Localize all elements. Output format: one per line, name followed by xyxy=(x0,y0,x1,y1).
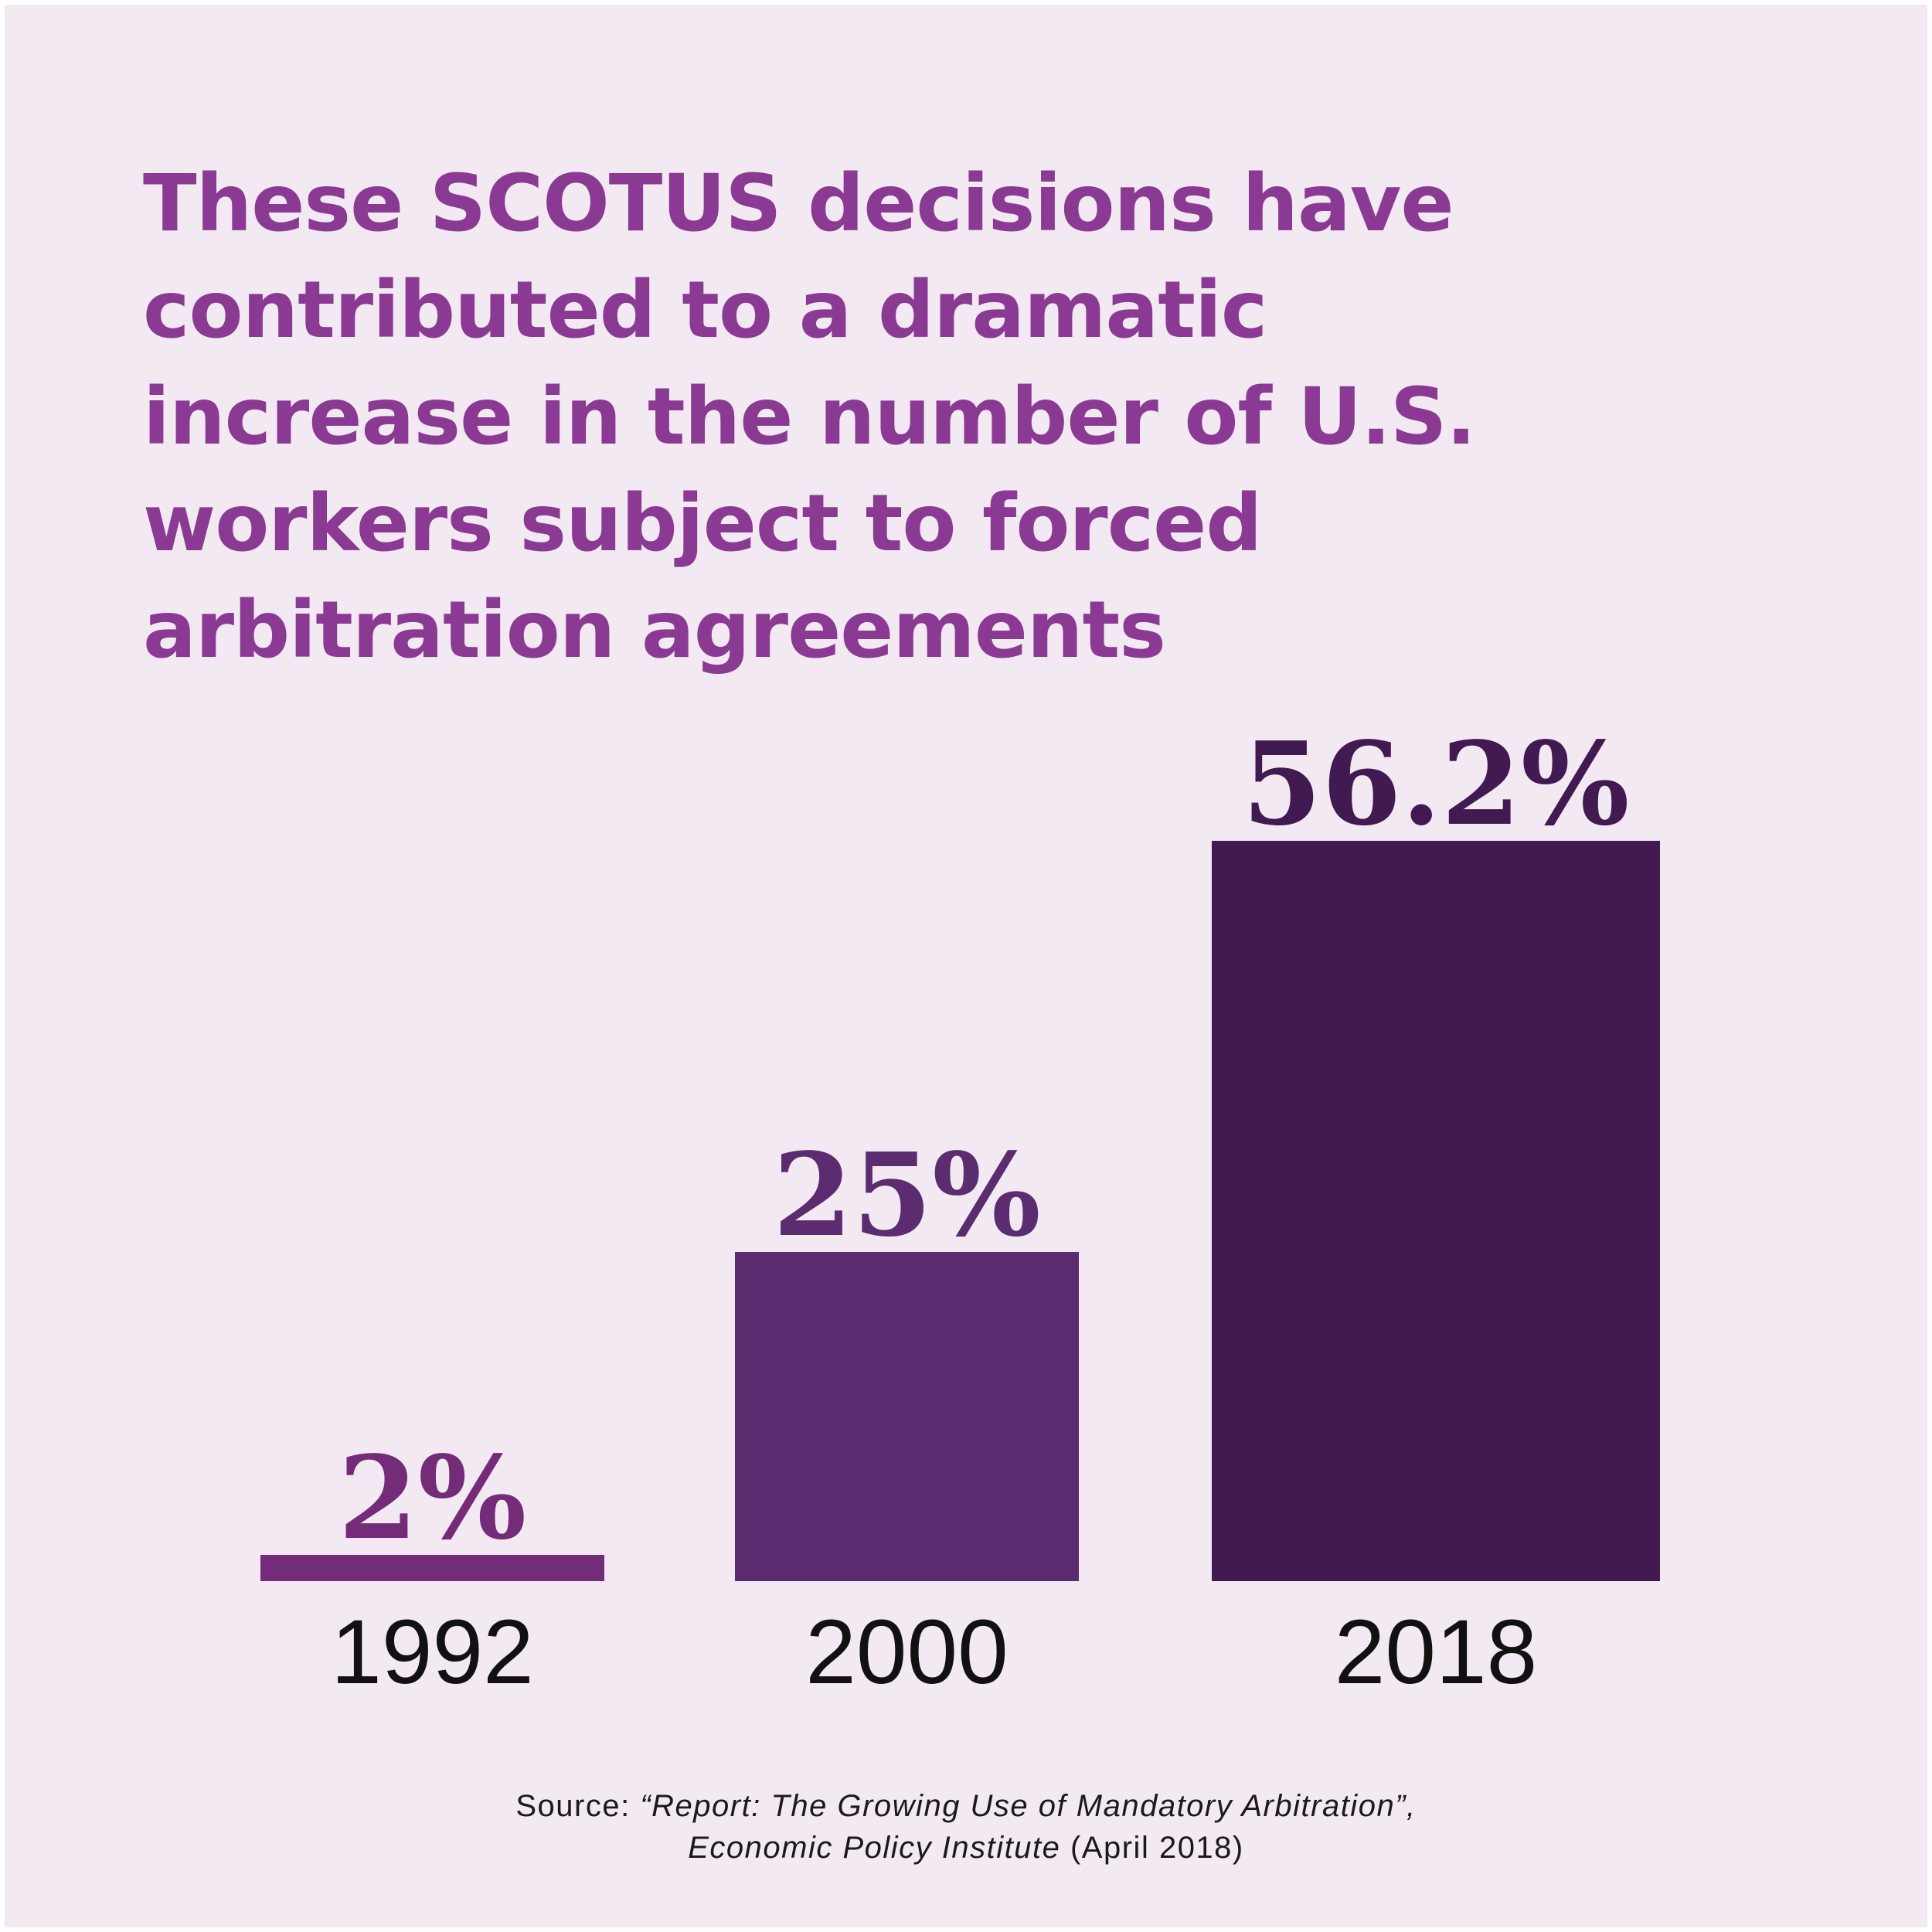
data-label-2018: 56.2% xyxy=(1242,716,1629,851)
headline-line: increase in the number of U.S. xyxy=(143,371,1476,463)
source-line-2: Economic Policy Institute (April 2018) xyxy=(0,1827,1932,1869)
source-note: Source: “Report: The Growing Use of Mand… xyxy=(0,1785,1932,1869)
category-label-1992: 1992 xyxy=(331,1601,534,1703)
bar-2000 xyxy=(735,1252,1079,1581)
headline-line: arbitration agreements xyxy=(143,584,1166,676)
bar-2018 xyxy=(1212,841,1660,1581)
data-label-2000: 25% xyxy=(773,1128,1041,1262)
source-date: (April 2018) xyxy=(1060,1831,1244,1865)
bar-1992 xyxy=(260,1555,604,1581)
headline-line: contributed to a dramatic xyxy=(143,264,1267,356)
source-report-title: “Report: The Growing Use of Mandatory Ar… xyxy=(640,1789,1417,1823)
source-publisher: Economic Policy Institute xyxy=(688,1831,1061,1865)
headline: These SCOTUS decisions have contributed … xyxy=(143,151,1843,684)
data-label-1992: 2% xyxy=(338,1430,527,1565)
source-line-1: Source: “Report: The Growing Use of Mand… xyxy=(0,1785,1932,1827)
category-label-2018: 2018 xyxy=(1335,1601,1538,1703)
headline-line: workers subject to forced xyxy=(143,478,1262,570)
source-prefix: Source: xyxy=(515,1789,641,1823)
headline-line: These SCOTUS decisions have xyxy=(143,158,1454,250)
category-label-2000: 2000 xyxy=(805,1601,1009,1703)
